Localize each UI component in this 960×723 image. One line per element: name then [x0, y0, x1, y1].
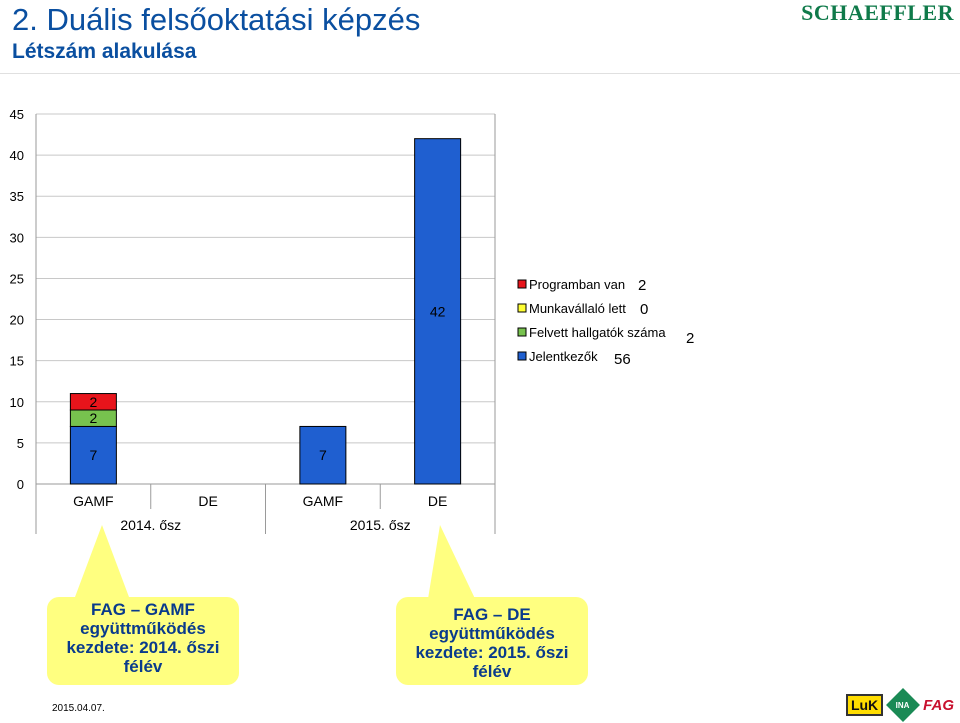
- category-label: DE: [198, 493, 217, 509]
- footer-date: 2015.04.07.: [52, 703, 105, 714]
- bar-segment: [299, 425, 347, 485]
- y-tick-label: 25: [10, 271, 24, 286]
- legend-swatch: [517, 351, 527, 361]
- bars: [69, 138, 462, 485]
- data-label: 2: [89, 394, 97, 410]
- y-tick-label: 0: [17, 477, 24, 492]
- y-tick-label: 45: [10, 107, 24, 122]
- legend-swatch: [517, 279, 527, 289]
- callout-gamf: FAG – GAMF együttműködés kezdete: 2014. …: [47, 597, 239, 685]
- y-tick-label: 40: [10, 148, 24, 163]
- page-subtitle: Létszám alakulása: [12, 40, 197, 63]
- callout-de: FAG – DE együttműködés kezdete: 2015. ős…: [396, 597, 588, 685]
- callout-line: félév: [123, 657, 163, 676]
- callout-pointer-1: [72, 525, 132, 605]
- footer-logos: LuK INA FAG: [845, 688, 954, 722]
- legend-total: 0: [640, 301, 648, 318]
- callout-line: félév: [472, 662, 512, 681]
- legend: Programban van 2 Munkavállaló lett 0 Felvett…: [517, 277, 694, 368]
- legend-total: 2: [638, 277, 646, 294]
- data-label: 42: [430, 303, 446, 319]
- callout-line: kezdete: 2015. őszi: [415, 643, 569, 662]
- legend-swatch: [517, 327, 527, 337]
- callout-line: FAG – DE: [453, 605, 531, 624]
- y-tick-label: 20: [10, 313, 24, 328]
- legend-swatch: [517, 303, 527, 313]
- callout-line: kezdete: 2014. őszi: [66, 638, 220, 657]
- callout-pointer-2: [427, 525, 478, 605]
- y-tick-label: 15: [10, 354, 24, 369]
- category-label: GAMF: [303, 493, 343, 509]
- callout-line: együttműködés: [429, 624, 555, 643]
- y-tick-label: 5: [17, 436, 24, 451]
- legend-label: Felvett hallgatók száma: [529, 325, 666, 340]
- callout-line: együttműködés: [80, 619, 206, 638]
- ina-logo: INA: [886, 688, 921, 722]
- data-label: 2: [89, 410, 97, 426]
- legend-label: Jelentkezők: [529, 349, 598, 364]
- legend-label: Munkavállaló lett: [529, 301, 626, 316]
- category-axis: GAMF DE GAMF DE 2014. ősz 2015. ősz: [35, 484, 447, 534]
- page-title: 2. Duális felsőoktatási képzés: [12, 2, 421, 37]
- group-label: 2014. ősz: [120, 517, 181, 533]
- category-label: GAMF: [73, 493, 113, 509]
- y-tick-label: 10: [10, 395, 24, 410]
- schaeffler-logo: SCHAEFFLER: [801, 0, 954, 25]
- data-label: 7: [319, 447, 327, 463]
- category-label: DE: [428, 493, 447, 509]
- bar-segment: [69, 393, 117, 411]
- ina-logo-text: INA: [896, 700, 911, 710]
- bar-segment: [414, 138, 462, 485]
- y-tick-label: 30: [10, 230, 24, 245]
- data-labels: 7 22 7 42: [89, 303, 445, 463]
- fag-logo: FAG: [923, 696, 954, 714]
- group-label: 2015. ősz: [350, 517, 411, 533]
- header-divider: [0, 73, 960, 74]
- y-tick-label: 35: [10, 189, 24, 204]
- legend-label: Programban van: [529, 277, 625, 292]
- data-label: 7: [89, 447, 97, 463]
- luk-logo: LuK: [845, 694, 884, 716]
- legend-total: 56: [614, 351, 631, 368]
- callout-line: FAG – GAMF: [91, 600, 195, 619]
- legend-total: 2: [686, 330, 694, 347]
